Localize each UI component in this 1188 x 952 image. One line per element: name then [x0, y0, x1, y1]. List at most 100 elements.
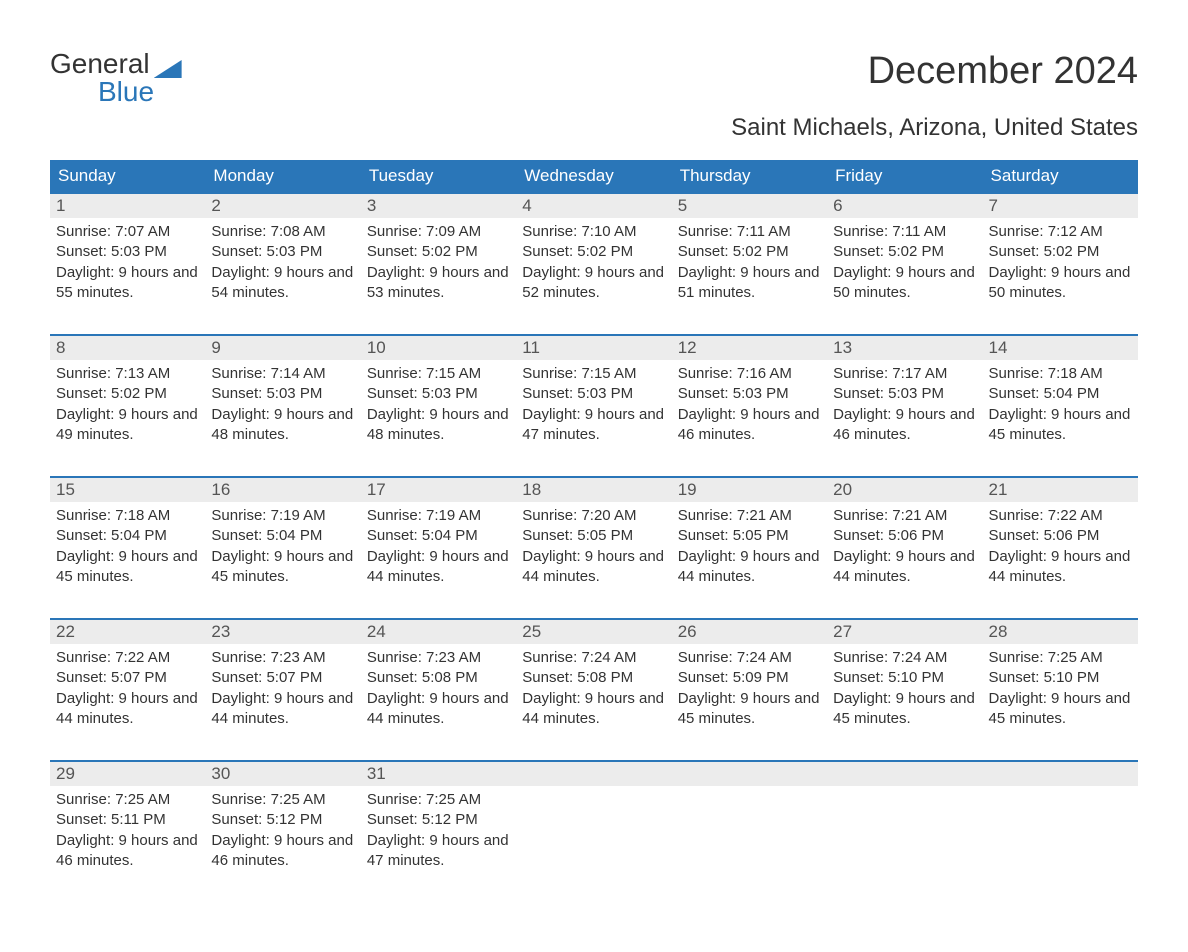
sunrise-text: Sunrise: 7:18 AM: [989, 364, 1132, 384]
daylight-text: Daylight: 9 hours and 50 minutes.: [989, 263, 1132, 304]
day-number: 17: [361, 478, 516, 502]
sunrise-text: Sunrise: 7:20 AM: [522, 506, 665, 526]
day-details: Sunrise: 7:07 AMSunset: 5:03 PMDaylight:…: [50, 218, 205, 307]
daylight-text: Daylight: 9 hours and 52 minutes.: [522, 263, 665, 304]
sunset-text: Sunset: 5:12 PM: [211, 810, 354, 830]
day-details: Sunrise: 7:15 AMSunset: 5:03 PMDaylight:…: [361, 360, 516, 449]
sunset-text: Sunset: 5:02 PM: [833, 242, 976, 262]
daylight-text: Daylight: 9 hours and 54 minutes.: [211, 263, 354, 304]
daylight-text: Daylight: 9 hours and 46 minutes.: [678, 405, 821, 446]
day-details: Sunrise: 7:25 AMSunset: 5:12 PMDaylight:…: [361, 786, 516, 875]
daylight-text: Daylight: 9 hours and 50 minutes.: [833, 263, 976, 304]
logo-word1: General: [50, 50, 150, 78]
sunrise-text: Sunrise: 7:24 AM: [522, 648, 665, 668]
day-number: 8: [50, 336, 205, 360]
daylight-text: Daylight: 9 hours and 45 minutes.: [678, 689, 821, 730]
sunset-text: Sunset: 5:11 PM: [56, 810, 199, 830]
sunset-text: Sunset: 5:03 PM: [211, 242, 354, 262]
daylight-text: Daylight: 9 hours and 45 minutes.: [56, 547, 199, 588]
day-header: Monday: [205, 160, 360, 192]
day-number: 12: [672, 336, 827, 360]
day-number: 22: [50, 620, 205, 644]
sunrise-text: Sunrise: 7:15 AM: [367, 364, 510, 384]
sunset-text: Sunset: 5:04 PM: [211, 526, 354, 546]
day-cell: 12Sunrise: 7:16 AMSunset: 5:03 PMDayligh…: [672, 336, 827, 456]
sunset-text: Sunset: 5:10 PM: [833, 668, 976, 688]
day-details: Sunrise: 7:08 AMSunset: 5:03 PMDaylight:…: [205, 218, 360, 307]
day-number: 5: [672, 194, 827, 218]
day-header: Sunday: [50, 160, 205, 192]
daylight-text: Daylight: 9 hours and 44 minutes.: [522, 547, 665, 588]
day-cell: 10Sunrise: 7:15 AMSunset: 5:03 PMDayligh…: [361, 336, 516, 456]
sunrise-text: Sunrise: 7:24 AM: [833, 648, 976, 668]
day-details: Sunrise: 7:14 AMSunset: 5:03 PMDaylight:…: [205, 360, 360, 449]
day-details: Sunrise: 7:23 AMSunset: 5:07 PMDaylight:…: [205, 644, 360, 733]
sunset-text: Sunset: 5:04 PM: [367, 526, 510, 546]
daylight-text: Daylight: 9 hours and 44 minutes.: [367, 689, 510, 730]
sunrise-text: Sunrise: 7:25 AM: [989, 648, 1132, 668]
day-number: 18: [516, 478, 671, 502]
day-cell: 3Sunrise: 7:09 AMSunset: 5:02 PMDaylight…: [361, 194, 516, 314]
day-number: 14: [983, 336, 1138, 360]
day-cell: 17Sunrise: 7:19 AMSunset: 5:04 PMDayligh…: [361, 478, 516, 598]
day-number-empty: [827, 762, 982, 786]
day-header: Wednesday: [516, 160, 671, 192]
day-cell: 22Sunrise: 7:22 AMSunset: 5:07 PMDayligh…: [50, 620, 205, 740]
sunrise-text: Sunrise: 7:18 AM: [56, 506, 199, 526]
sunrise-text: Sunrise: 7:10 AM: [522, 222, 665, 242]
day-cell: 26Sunrise: 7:24 AMSunset: 5:09 PMDayligh…: [672, 620, 827, 740]
day-cell: 16Sunrise: 7:19 AMSunset: 5:04 PMDayligh…: [205, 478, 360, 598]
day-details: Sunrise: 7:22 AMSunset: 5:06 PMDaylight:…: [983, 502, 1138, 591]
day-details: Sunrise: 7:18 AMSunset: 5:04 PMDaylight:…: [983, 360, 1138, 449]
daylight-text: Daylight: 9 hours and 44 minutes.: [56, 689, 199, 730]
sunrise-text: Sunrise: 7:25 AM: [211, 790, 354, 810]
sunset-text: Sunset: 5:03 PM: [522, 384, 665, 404]
day-number: 7: [983, 194, 1138, 218]
day-number: 31: [361, 762, 516, 786]
sunrise-text: Sunrise: 7:22 AM: [56, 648, 199, 668]
logo-word2: Blue: [50, 78, 182, 106]
day-details: Sunrise: 7:11 AMSunset: 5:02 PMDaylight:…: [827, 218, 982, 307]
sunset-text: Sunset: 5:05 PM: [678, 526, 821, 546]
day-cell: 23Sunrise: 7:23 AMSunset: 5:07 PMDayligh…: [205, 620, 360, 740]
week-row: 29Sunrise: 7:25 AMSunset: 5:11 PMDayligh…: [50, 760, 1138, 882]
day-details: Sunrise: 7:21 AMSunset: 5:05 PMDaylight:…: [672, 502, 827, 591]
sunrise-text: Sunrise: 7:21 AM: [833, 506, 976, 526]
day-cell: [827, 762, 982, 882]
day-details: Sunrise: 7:09 AMSunset: 5:02 PMDaylight:…: [361, 218, 516, 307]
sunset-text: Sunset: 5:12 PM: [367, 810, 510, 830]
daylight-text: Daylight: 9 hours and 44 minutes.: [989, 547, 1132, 588]
day-cell: 19Sunrise: 7:21 AMSunset: 5:05 PMDayligh…: [672, 478, 827, 598]
day-cell: 15Sunrise: 7:18 AMSunset: 5:04 PMDayligh…: [50, 478, 205, 598]
daylight-text: Daylight: 9 hours and 49 minutes.: [56, 405, 199, 446]
sunrise-text: Sunrise: 7:11 AM: [833, 222, 976, 242]
sunrise-text: Sunrise: 7:13 AM: [56, 364, 199, 384]
day-number-empty: [672, 762, 827, 786]
daylight-text: Daylight: 9 hours and 48 minutes.: [211, 405, 354, 446]
day-header-row: SundayMondayTuesdayWednesdayThursdayFrid…: [50, 160, 1138, 192]
day-cell: 5Sunrise: 7:11 AMSunset: 5:02 PMDaylight…: [672, 194, 827, 314]
sunset-text: Sunset: 5:03 PM: [833, 384, 976, 404]
week-row: 8Sunrise: 7:13 AMSunset: 5:02 PMDaylight…: [50, 334, 1138, 456]
sunset-text: Sunset: 5:02 PM: [522, 242, 665, 262]
day-details: Sunrise: 7:23 AMSunset: 5:08 PMDaylight:…: [361, 644, 516, 733]
day-number: 16: [205, 478, 360, 502]
day-cell: 18Sunrise: 7:20 AMSunset: 5:05 PMDayligh…: [516, 478, 671, 598]
sunset-text: Sunset: 5:02 PM: [678, 242, 821, 262]
day-number: 27: [827, 620, 982, 644]
daylight-text: Daylight: 9 hours and 47 minutes.: [367, 831, 510, 872]
daylight-text: Daylight: 9 hours and 44 minutes.: [367, 547, 510, 588]
day-number: 11: [516, 336, 671, 360]
daylight-text: Daylight: 9 hours and 44 minutes.: [833, 547, 976, 588]
sunset-text: Sunset: 5:04 PM: [56, 526, 199, 546]
day-details: Sunrise: 7:16 AMSunset: 5:03 PMDaylight:…: [672, 360, 827, 449]
sunset-text: Sunset: 5:03 PM: [678, 384, 821, 404]
day-details: Sunrise: 7:25 AMSunset: 5:11 PMDaylight:…: [50, 786, 205, 875]
day-number: 20: [827, 478, 982, 502]
day-number: 1: [50, 194, 205, 218]
sunrise-text: Sunrise: 7:25 AM: [56, 790, 199, 810]
day-details: Sunrise: 7:22 AMSunset: 5:07 PMDaylight:…: [50, 644, 205, 733]
day-number-empty: [516, 762, 671, 786]
day-number: 23: [205, 620, 360, 644]
day-details: Sunrise: 7:17 AMSunset: 5:03 PMDaylight:…: [827, 360, 982, 449]
